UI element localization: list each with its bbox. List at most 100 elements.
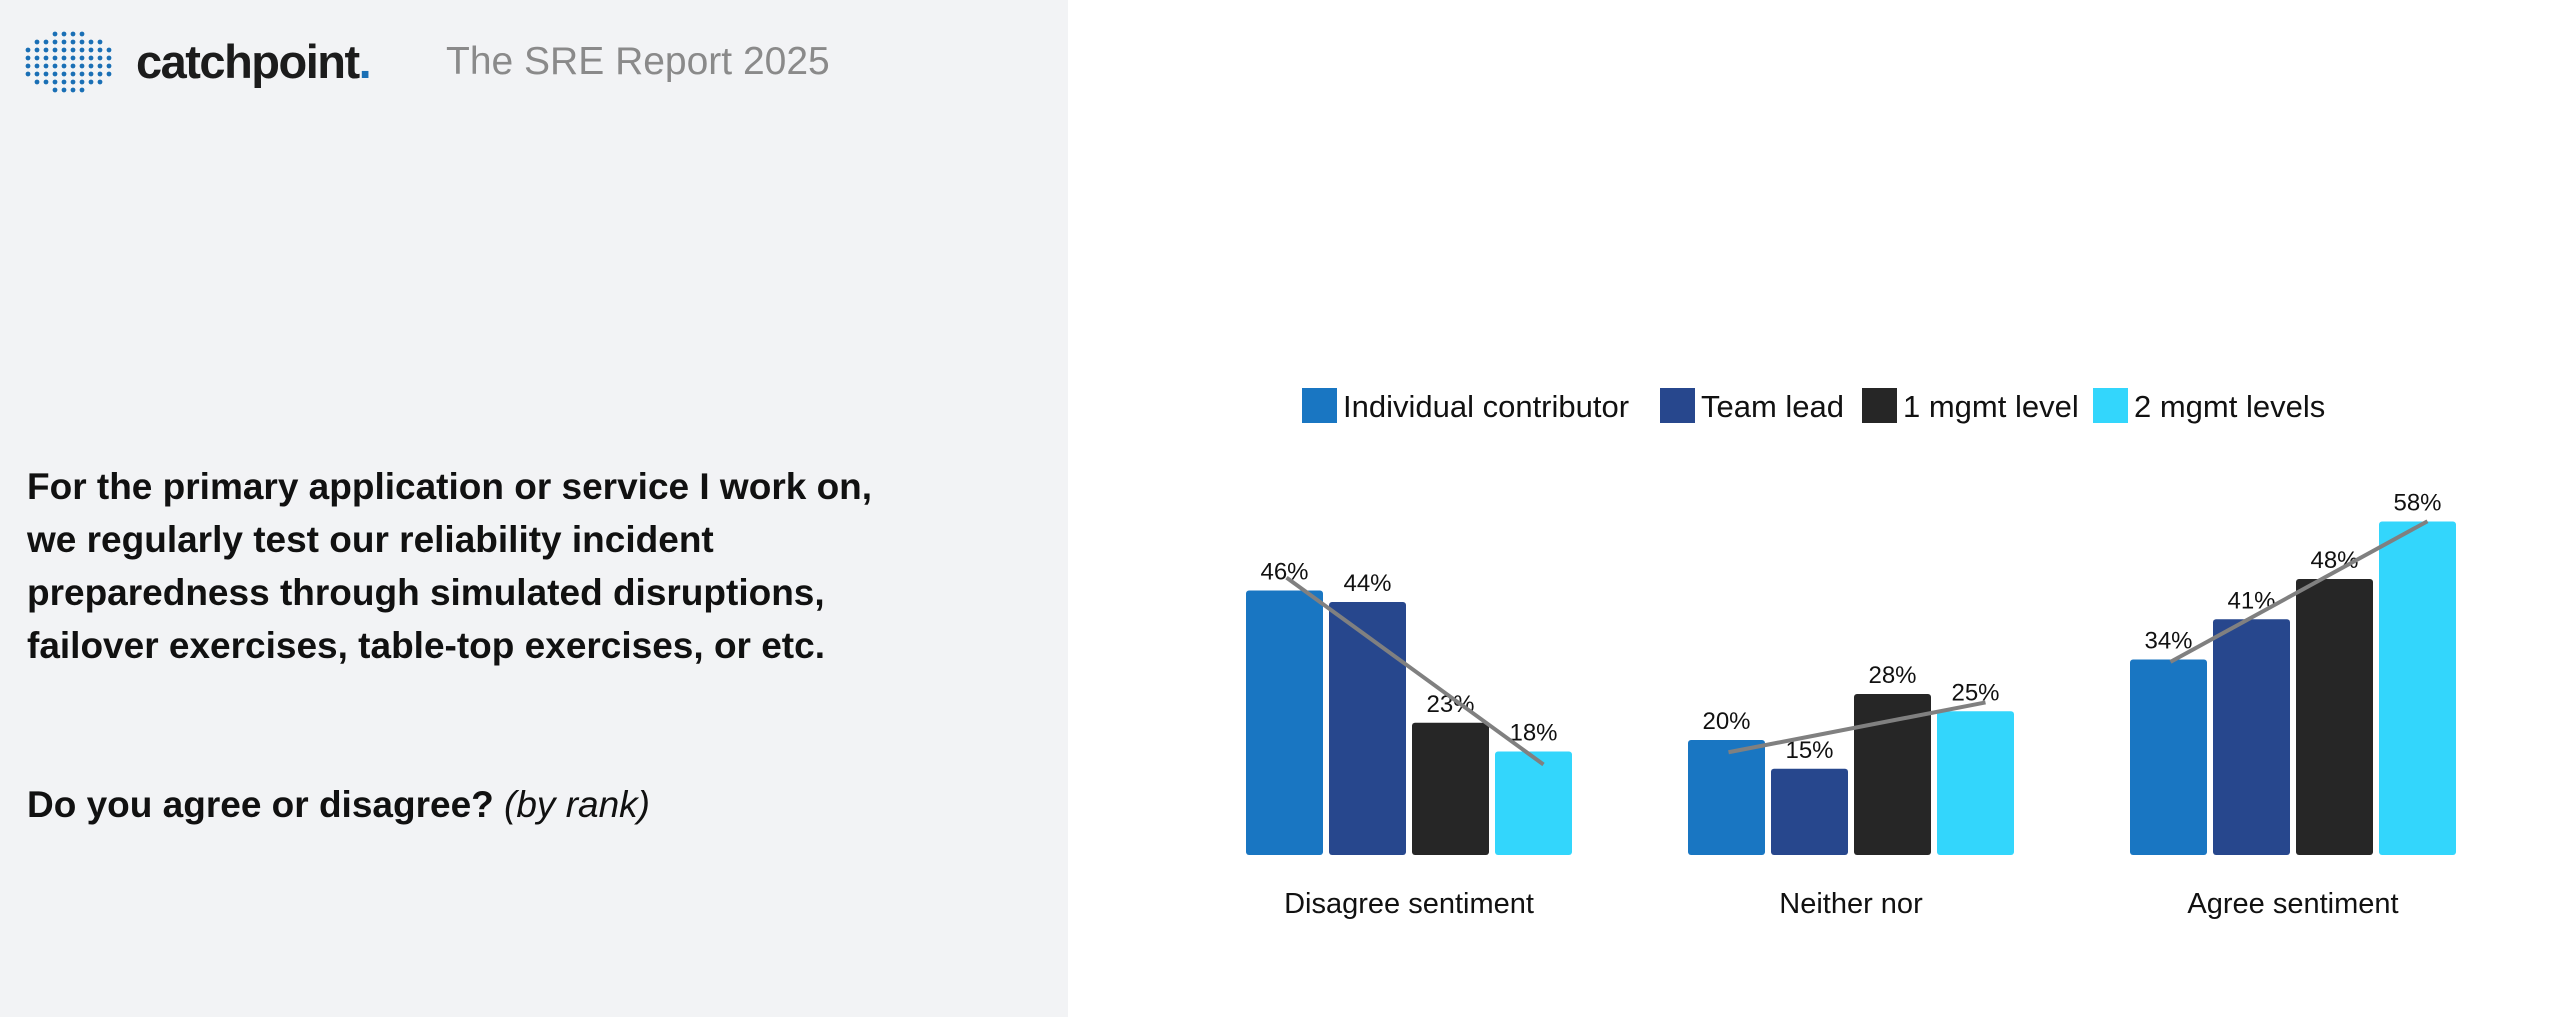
logo-dot-mark bbox=[79, 79, 85, 85]
logo-dot-mark bbox=[97, 55, 103, 61]
logo-dot-mark bbox=[52, 39, 58, 45]
bar bbox=[1329, 602, 1406, 855]
bar bbox=[1412, 722, 1489, 855]
prompt-text: Do you agree or disagree? bbox=[27, 784, 494, 825]
survey-prompt: Do you agree or disagree? (by rank) bbox=[27, 778, 650, 831]
bar bbox=[1246, 590, 1323, 855]
logo-dot-mark bbox=[106, 63, 112, 69]
logo-dot-mark bbox=[70, 79, 76, 85]
logo-dot-mark bbox=[34, 71, 40, 77]
logo-dot-mark bbox=[88, 63, 94, 69]
logo-dot-mark bbox=[34, 47, 40, 53]
bar bbox=[1854, 694, 1931, 855]
category-label: Neither nor bbox=[1779, 888, 1923, 920]
logo-dot-mark bbox=[106, 47, 112, 53]
logo-dot-mark bbox=[61, 71, 67, 77]
data-label: 48% bbox=[2310, 547, 2358, 574]
bar bbox=[1495, 751, 1572, 855]
logo-dot-mark bbox=[70, 63, 76, 69]
logo-dot-mark bbox=[70, 47, 76, 53]
logo-dot-mark bbox=[25, 47, 31, 53]
bar bbox=[1937, 711, 2014, 855]
data-label: 18% bbox=[1509, 720, 1557, 747]
legend-label: 2 mgmt levels bbox=[2134, 389, 2325, 424]
logo-dot-mark bbox=[79, 31, 85, 37]
logo-dot-mark bbox=[34, 63, 40, 69]
legend-item: 1 mgmt level bbox=[1862, 388, 2079, 424]
logo-dot-mark bbox=[61, 63, 67, 69]
logo-dot-mark bbox=[79, 63, 85, 69]
legend-item: Team lead bbox=[1660, 388, 1844, 424]
logo-dot-mark bbox=[25, 55, 31, 61]
logo-dot-mark bbox=[70, 71, 76, 77]
data-label: 44% bbox=[1343, 570, 1391, 597]
data-label: 25% bbox=[1951, 679, 1999, 706]
report-title: The SRE Report 2025 bbox=[446, 40, 830, 83]
logo-text: catchpoint. bbox=[136, 35, 372, 88]
data-label: 58% bbox=[2393, 490, 2441, 517]
logo-dot-mark bbox=[43, 39, 49, 45]
logo-dot-mark bbox=[88, 79, 94, 85]
category-label: Disagree sentiment bbox=[1284, 888, 1534, 920]
logo-dot-mark bbox=[106, 71, 112, 77]
logo-dot: . bbox=[358, 35, 372, 88]
logo-dot-mark bbox=[43, 63, 49, 69]
logo-dot-mark bbox=[52, 63, 58, 69]
logo-dot-mark bbox=[97, 39, 103, 45]
logo-dot-mark bbox=[52, 47, 58, 53]
logo-dot-mark bbox=[88, 47, 94, 53]
logo-dot-mark bbox=[52, 79, 58, 85]
category-label: Agree sentiment bbox=[2187, 888, 2398, 920]
bar bbox=[2213, 619, 2290, 855]
logo-dot-mark bbox=[61, 79, 67, 85]
logo-dot-mark bbox=[88, 39, 94, 45]
bar bbox=[2296, 579, 2373, 855]
prompt-note: (by rank) bbox=[504, 784, 651, 825]
logo-dot-mark bbox=[97, 71, 103, 77]
logo-dot-mark bbox=[34, 79, 40, 85]
logo-dot-mark bbox=[61, 39, 67, 45]
logo-dot-mark bbox=[97, 47, 103, 53]
logo-dot-mark bbox=[52, 31, 58, 37]
bar-chart: Individual contributor Team lead 1 mgmt le… bbox=[1246, 388, 2456, 920]
legend-label: Team lead bbox=[1701, 389, 1844, 424]
legend-label: Individual contributor bbox=[1343, 389, 1629, 424]
logo-dot-mark bbox=[43, 47, 49, 53]
left-panel: catchpoint. The SRE Report 2025 For the … bbox=[0, 0, 1068, 1017]
logo-dot-mark bbox=[97, 79, 103, 85]
legend-swatch bbox=[1302, 388, 1337, 423]
logo-dot-mark bbox=[70, 31, 76, 37]
legend-item: Individual contributor bbox=[1302, 388, 1629, 424]
legend-label: 1 mgmt level bbox=[1903, 389, 2079, 424]
logo-dot-mark bbox=[43, 79, 49, 85]
bar bbox=[2379, 521, 2456, 855]
logo-dot-mark bbox=[52, 71, 58, 77]
catchpoint-logo-icon bbox=[25, 31, 112, 93]
logo-dot-mark bbox=[34, 39, 40, 45]
bar bbox=[1688, 740, 1765, 855]
logo-dot-mark bbox=[97, 63, 103, 69]
data-label: 20% bbox=[1702, 708, 1750, 735]
logo-dot-mark bbox=[79, 55, 85, 61]
logo-dot-mark bbox=[79, 39, 85, 45]
chart-panel: Individual contributor Team lead 1 mgmt le… bbox=[1068, 0, 2558, 1017]
logo-dot-mark bbox=[43, 71, 49, 77]
data-label: 46% bbox=[1260, 559, 1308, 586]
logo-dot-mark bbox=[43, 55, 49, 61]
survey-question: For the primary application or service I… bbox=[27, 466, 873, 666]
logo-dot-mark bbox=[61, 31, 67, 37]
logo-dot-mark bbox=[34, 55, 40, 61]
data-label: 34% bbox=[2144, 628, 2192, 655]
logo-dot-mark bbox=[88, 55, 94, 61]
logo-dot-mark bbox=[106, 55, 112, 61]
logo-dot-mark bbox=[61, 87, 67, 93]
legend-swatch bbox=[2093, 388, 2128, 423]
logo-dot-mark bbox=[25, 63, 31, 69]
logo-dot-mark bbox=[70, 87, 76, 93]
trend-line bbox=[2169, 519, 2429, 664]
trend-line bbox=[1285, 575, 1545, 767]
legend-swatch bbox=[1862, 388, 1897, 423]
logo-dot-mark bbox=[61, 55, 67, 61]
logo-dot-mark bbox=[61, 47, 67, 53]
trend-line bbox=[1728, 700, 1986, 755]
